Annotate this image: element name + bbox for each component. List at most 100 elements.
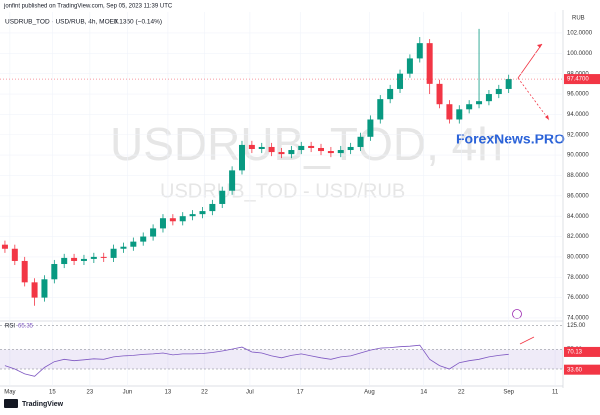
candle-body — [495, 88, 502, 95]
rsi-label: RSI — [5, 324, 15, 330]
x-tick-label: 14 — [420, 390, 427, 396]
x-tick-label: 17 — [297, 390, 304, 396]
rsi-value: 65.35 — [18, 324, 34, 330]
y-tick-label: 88.0000 — [567, 173, 589, 179]
candle-body — [1, 244, 8, 249]
candle-body — [466, 104, 473, 110]
rsi-marker-label: 33.60 — [567, 367, 583, 373]
candle-body — [31, 282, 38, 298]
candle-body — [298, 145, 305, 151]
candle-body — [159, 218, 166, 229]
candle-body — [248, 144, 255, 150]
candle-body — [347, 146, 354, 151]
candle-body — [406, 58, 413, 74]
brand: ForexNews.PRO — [456, 131, 565, 147]
candle-body — [229, 170, 236, 191]
candle-body — [90, 256, 97, 259]
candle-body — [209, 203, 216, 212]
x-tick-label: 15 — [49, 390, 56, 396]
y-tick-label: 100.0000 — [567, 51, 593, 57]
candle-body — [71, 257, 78, 261]
candle-body — [199, 211, 206, 215]
y-tick-label: 84.0000 — [567, 214, 589, 220]
candle-body — [505, 79, 512, 89]
candle-body — [169, 218, 176, 222]
x-tick-label: Jun — [123, 390, 133, 396]
x-tick-label: May — [4, 390, 15, 396]
candle-body — [110, 248, 117, 258]
candle-body — [238, 144, 245, 171]
x-tick-label: 13 — [165, 390, 172, 396]
footer: TradingView — [22, 401, 64, 408]
rsi-marker-label: 70.13 — [567, 350, 583, 356]
last-price-label: 97.4700 — [567, 77, 589, 83]
arrow-up — [517, 43, 543, 79]
candle-body — [397, 73, 404, 89]
candle-body — [327, 151, 334, 154]
candle-body — [278, 152, 285, 155]
candle-body — [308, 145, 315, 148]
publisher-note: jonfint published on TradingView.com, Se… — [3, 4, 173, 10]
candle-body — [150, 228, 157, 237]
candle-body — [337, 150, 344, 154]
candle-body — [140, 236, 147, 242]
candle-body — [318, 147, 325, 152]
candle-body — [189, 214, 196, 217]
y-tick-label: 76.0000 — [567, 295, 589, 301]
y-tick-label: 80.0000 — [567, 254, 589, 260]
arrow-down-head — [545, 115, 549, 120]
watermark-subtitle: USDRUB_TOD - USD/RUB — [160, 180, 405, 202]
rsi-arrow — [519, 336, 535, 345]
candle-body — [11, 248, 18, 261]
candle-body — [179, 216, 186, 222]
candle-body — [446, 104, 453, 120]
candle-body — [357, 136, 364, 147]
candle-body — [387, 88, 394, 100]
candle-body — [416, 43, 423, 59]
y-tick-label: 74.0000 — [567, 316, 589, 322]
candle-body — [120, 246, 127, 249]
x-tick-label: Jul — [246, 390, 254, 396]
x-tick-label: 22 — [458, 390, 465, 396]
y-tick-label: 102.0000 — [567, 31, 593, 37]
candle-body — [426, 43, 433, 84]
y-tick-label: 92.0000 — [567, 132, 589, 138]
arrow-up-head — [537, 44, 542, 48]
candle-body — [258, 146, 265, 150]
chart-title: USDRUB_TOD · USD/RUB, 4h, MOEX — [5, 19, 119, 26]
candle-body — [80, 258, 87, 261]
x-tick-label: Aug — [364, 390, 375, 396]
candle-body — [456, 109, 463, 120]
candle-body — [288, 150, 295, 155]
candle-body — [51, 264, 58, 280]
candle-body — [485, 94, 492, 102]
x-tick-label: Sep — [503, 390, 514, 396]
candle-body — [268, 146, 275, 153]
x-tick-label: 11 — [552, 390, 559, 396]
candle-body — [130, 241, 137, 247]
lightning-icon[interactable] — [512, 309, 522, 319]
y-tick-label: 90.0000 — [567, 153, 589, 159]
candle-body — [41, 279, 48, 298]
candle-body — [436, 83, 443, 105]
candle-body — [61, 257, 68, 265]
watermark: USDRUB_TOD, 4h — [110, 118, 503, 170]
candle-body — [219, 190, 226, 204]
last-price-box — [564, 74, 600, 85]
candle-body — [21, 260, 28, 283]
y-tick-label: 94.0000 — [567, 112, 589, 118]
x-tick-label: 22 — [201, 390, 208, 396]
rsi-tick-label: 125.00 — [567, 323, 586, 329]
x-tick-label: 23 — [87, 390, 94, 396]
currency: RUB — [572, 16, 585, 22]
candle-body — [100, 256, 107, 258]
rsi-marker-box — [564, 346, 600, 357]
candle-body — [377, 99, 384, 120]
rsi-marker-box — [564, 364, 600, 375]
rsi-line — [4, 344, 509, 377]
y-tick-label: 78.0000 — [567, 275, 589, 281]
tv-logo — [4, 399, 18, 408]
candle-body — [476, 101, 483, 105]
candle-body — [367, 119, 374, 137]
y-tick-label: 86.0000 — [567, 193, 589, 199]
